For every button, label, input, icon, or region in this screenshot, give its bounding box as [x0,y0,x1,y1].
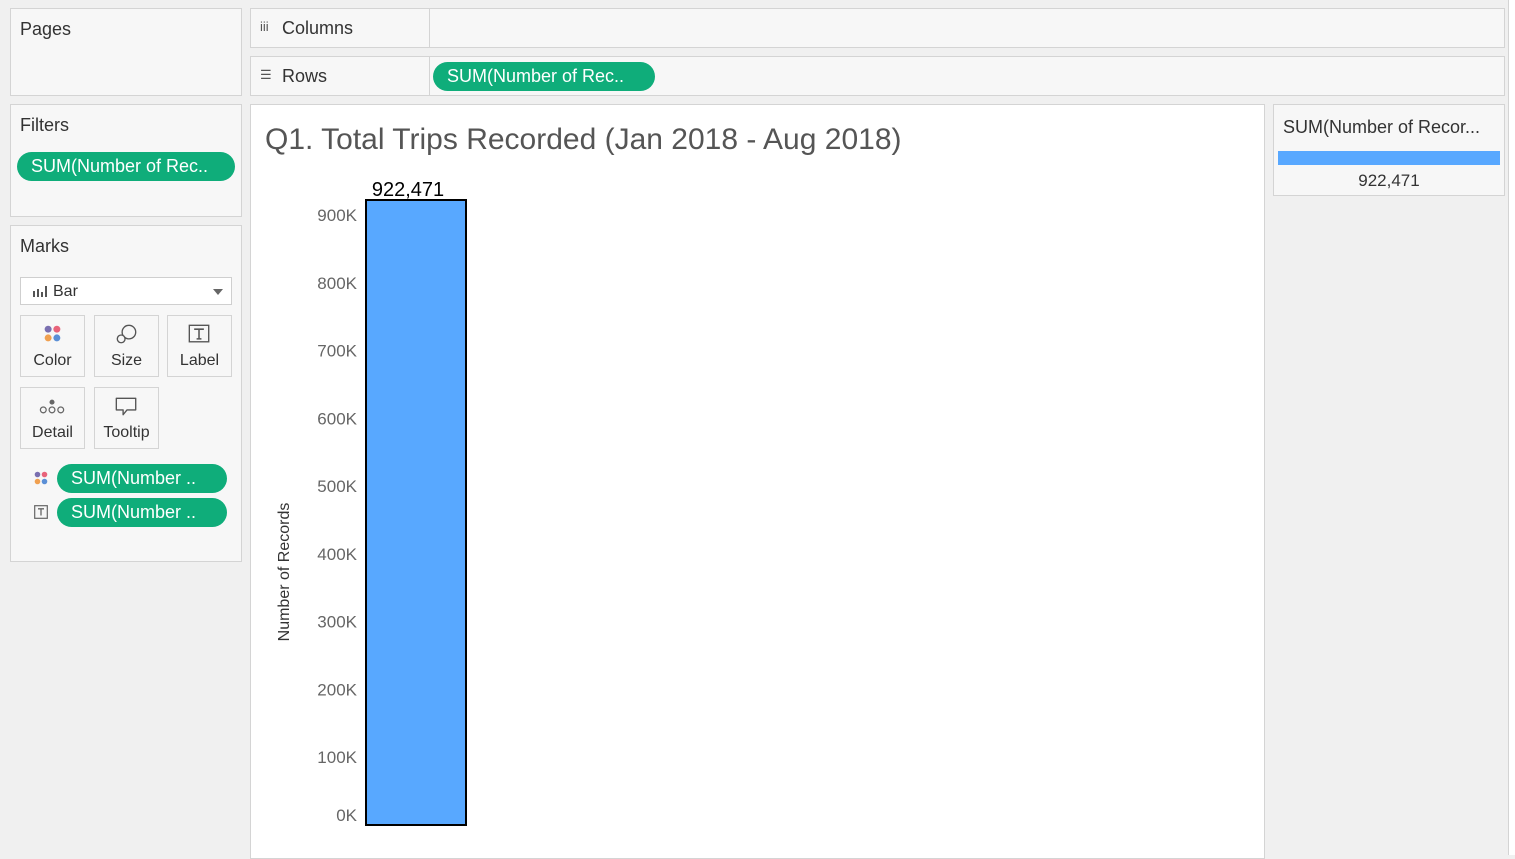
tooltip-button[interactable]: Tooltip [94,387,159,449]
rows-pill[interactable]: SUM(Number of Rec.. [433,62,655,91]
size-icon [116,324,137,344]
columns-shelf[interactable]: iii Columns [250,8,1505,48]
rows-shelf[interactable]: ☰ Rows SUM(Number of Rec.. [250,56,1505,96]
size-button[interactable]: Size [94,315,159,377]
pages-title: Pages [20,19,72,39]
y-tick-label: 300K [317,613,357,632]
rows-icon: ☰ [260,67,272,82]
label-label: Label [179,352,220,369]
filter-pill[interactable]: SUM(Number of Rec.. [17,152,235,181]
text-icon [34,505,48,519]
chart-title: Q1. Total Trips Recorded (Jan 2018 - Aug… [265,123,902,156]
columns-label: Columns [282,18,354,38]
legend-title: SUM(Number of Recor... [1283,117,1481,137]
bar-data-label: 922,471 [372,179,444,201]
tooltip-label: Tooltip [103,424,150,441]
y-tick-label: 400K [317,545,357,564]
color-button[interactable]: Color [20,315,85,377]
window-edge [1508,0,1515,855]
tooltip-icon [115,397,137,416]
y-tick-label: 100K [317,748,357,767]
bar-chart-icon [33,286,47,297]
detail-label: Detail [32,424,73,441]
bar [365,199,467,826]
marks-field-pill-color[interactable]: SUM(Number .. [57,464,227,493]
filters-card: Filters SUM(Number of Rec.. [10,104,242,217]
columns-shelf-header: iii Columns [251,9,430,47]
detail-icon [39,399,65,414]
y-tick-label: 500K [317,477,357,496]
color-icon [44,325,61,342]
detail-button[interactable]: Detail [20,387,85,449]
y-tick-label: 200K [317,680,357,699]
pages-card: Pages [10,8,242,96]
size-label: Size [110,352,143,369]
y-tick-label: 900K [317,206,357,225]
legend-color-bar [1278,151,1500,165]
marks-title: Marks [20,236,69,256]
chart-view: Q1. Total Trips Recorded (Jan 2018 - Aug… [250,104,1265,859]
label-button[interactable]: Label [167,315,232,377]
color-legend[interactable]: SUM(Number of Recor... 922,471 [1273,104,1505,196]
mark-type-label: Bar [53,283,78,300]
color-label: Color [33,352,72,369]
rows-shelf-header: ☰ Rows [251,57,430,95]
chevron-down-icon[interactable] [213,289,223,295]
filters-title: Filters [20,115,69,135]
y-tick-label: 0K [336,806,357,825]
y-tick-label: 700K [317,342,357,361]
rows-label: Rows [282,66,328,86]
legend-value: 922,471 [1358,171,1420,190]
y-tick-label: 800K [317,274,357,293]
marks-card: Marks Bar Color Size Label [10,225,242,562]
bar-chart: 0K 100K 200K 300K 400K 500K 600K 700K 800K 900K 92… [317,179,467,826]
mark-type-dropdown[interactable]: Bar [20,277,232,305]
columns-icon: iii [260,19,269,34]
y-tick-label: 600K [317,409,357,428]
marks-field-pill-label[interactable]: SUM(Number .. [57,498,227,527]
color-icon [34,471,48,485]
text-label-icon [188,324,210,343]
